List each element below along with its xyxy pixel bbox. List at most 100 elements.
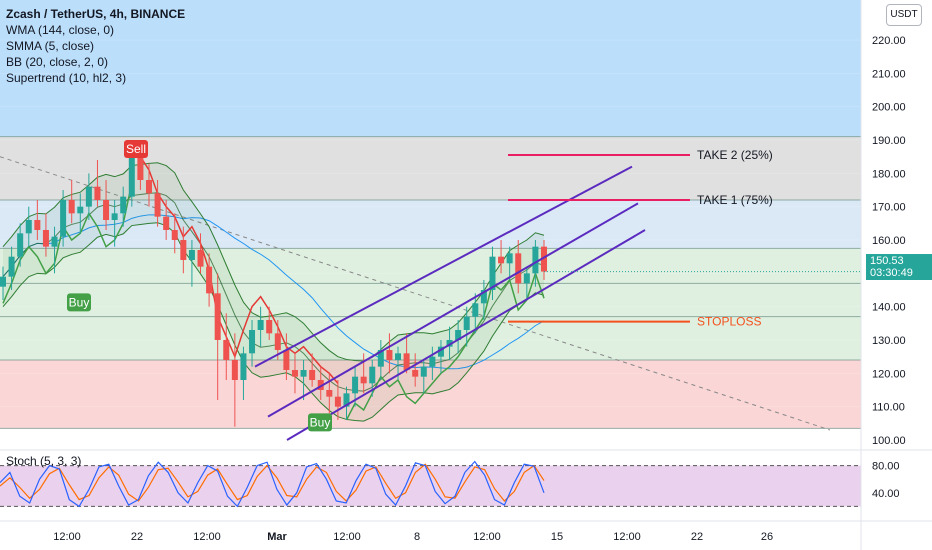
candle-body xyxy=(8,256,15,277)
y-tick-label: 200.00 xyxy=(872,102,906,114)
x-tick-label: 12:00 xyxy=(613,531,641,543)
candle-body xyxy=(85,186,92,207)
signals-group: Sell Buy Buy xyxy=(67,140,332,432)
wma-line-group xyxy=(2,214,545,370)
stoch-legend[interactable]: Stoch (5, 3, 3) xyxy=(6,454,82,468)
candle-body xyxy=(25,220,32,234)
candle-body xyxy=(334,396,341,407)
stoch-tick-label: 80.00 xyxy=(872,461,900,473)
x-tick-label: 12:00 xyxy=(53,531,81,543)
smma-line xyxy=(2,192,545,392)
x-axis: 12:00 22 12:00 Mar 12:00 8 12:00 15 12:00 22 26 xyxy=(53,531,773,543)
grid-lines xyxy=(0,39,861,441)
supertrend-group xyxy=(2,156,545,421)
bar-countdown: 03:30:49 xyxy=(870,267,913,279)
candle-body xyxy=(34,220,41,230)
candles-group xyxy=(0,140,548,427)
candle-body xyxy=(515,253,522,284)
candle-body xyxy=(60,200,67,237)
signal-badge xyxy=(124,140,148,158)
candle-body xyxy=(463,316,470,330)
signal-label: Sell xyxy=(126,142,146,156)
y-axis: 100.00110.00120.00130.00140.00150.00160.… xyxy=(872,35,906,447)
y-tick-label: 190.00 xyxy=(872,135,906,147)
signal-label: Buy xyxy=(310,415,331,429)
candle-body xyxy=(540,246,548,272)
candle-body xyxy=(480,290,487,304)
last-price: 150.53 xyxy=(870,255,904,267)
candle-body xyxy=(532,246,539,274)
candle-body xyxy=(283,350,290,370)
candle-body xyxy=(197,250,204,267)
candle-body xyxy=(523,273,530,284)
y-tick-label: 120.00 xyxy=(872,368,906,380)
candle-body xyxy=(446,340,453,347)
bb-upper xyxy=(2,162,545,362)
candle-body xyxy=(300,370,307,377)
legend-smma[interactable]: SMMA (5, close) xyxy=(6,39,95,53)
candle-body xyxy=(171,230,178,240)
currency-button[interactable]: USDT xyxy=(886,4,922,26)
candle-body xyxy=(0,276,7,287)
candle-body xyxy=(317,380,324,390)
annotation-label: TAKE 1 (75%) xyxy=(697,193,773,207)
candle-body xyxy=(472,303,479,317)
y-tick-label: 110.00 xyxy=(872,402,905,414)
candle-body xyxy=(274,333,281,350)
candle-body xyxy=(240,353,247,380)
trend-line-group xyxy=(0,156,831,431)
candle-body xyxy=(377,350,384,367)
candle-body xyxy=(163,216,170,230)
candle-body xyxy=(352,376,359,394)
candle-body xyxy=(188,250,195,260)
candle-body xyxy=(223,340,230,360)
indicator-legend: Zcash / TetherUS, 4h, BINANCE WMA (144, … xyxy=(6,6,185,86)
candle-body xyxy=(214,293,221,340)
channel-line xyxy=(267,202,639,418)
price-zone xyxy=(0,360,861,429)
y-tick-label: 210.00 xyxy=(872,68,906,80)
last-price-tag: 150.53 03:30:49 xyxy=(866,254,932,280)
candle-body xyxy=(94,186,101,200)
candle-body xyxy=(103,200,110,220)
candle-body xyxy=(137,156,144,180)
y-tick-label: 180.00 xyxy=(872,168,906,180)
x-tick-label: 26 xyxy=(761,531,773,543)
x-tick-label: 22 xyxy=(691,531,703,543)
candle-body xyxy=(42,230,49,247)
stoch-pane: 80.00 40.00 xyxy=(0,460,900,508)
price-zone xyxy=(0,248,861,360)
candle-body xyxy=(51,236,58,247)
candle-body xyxy=(309,370,316,380)
candle-body xyxy=(403,353,410,370)
y-tick-label: 130.00 xyxy=(872,335,906,347)
candle-body xyxy=(17,233,24,257)
supertrend-up xyxy=(2,183,133,304)
y-tick-label: 100.00 xyxy=(872,435,906,447)
candle-body xyxy=(395,353,402,360)
trend-line xyxy=(0,156,831,431)
price-zones xyxy=(0,0,861,429)
candle-body xyxy=(386,350,393,360)
candle-body xyxy=(266,320,273,334)
annotation-label: STOPLOSS xyxy=(697,315,761,329)
legend-bb[interactable]: BB (20, close, 2, 0) xyxy=(6,55,109,69)
candle-body xyxy=(249,330,256,354)
legend-supertrend[interactable]: Supertrend (10, hl2, 3) xyxy=(6,71,127,85)
candle-body xyxy=(360,376,367,384)
candle-body xyxy=(68,200,75,214)
x-tick-label: 15 xyxy=(551,531,563,543)
candle-body xyxy=(455,330,462,340)
annotation-label: TAKE 2 (25%) xyxy=(697,148,773,162)
stoch-tick-label: 40.00 xyxy=(872,488,900,500)
candle-body xyxy=(291,370,298,377)
legend-wma[interactable]: WMA (144, close, 0) xyxy=(6,23,115,37)
x-tick-label: 22 xyxy=(131,531,143,543)
candle-body xyxy=(437,346,444,357)
x-tick-label: 12:00 xyxy=(473,531,501,543)
y-tick-label: 140.00 xyxy=(872,302,906,314)
signal-badge xyxy=(308,413,332,432)
y-tick-label: 160.00 xyxy=(872,235,906,247)
candle-body xyxy=(154,193,161,217)
